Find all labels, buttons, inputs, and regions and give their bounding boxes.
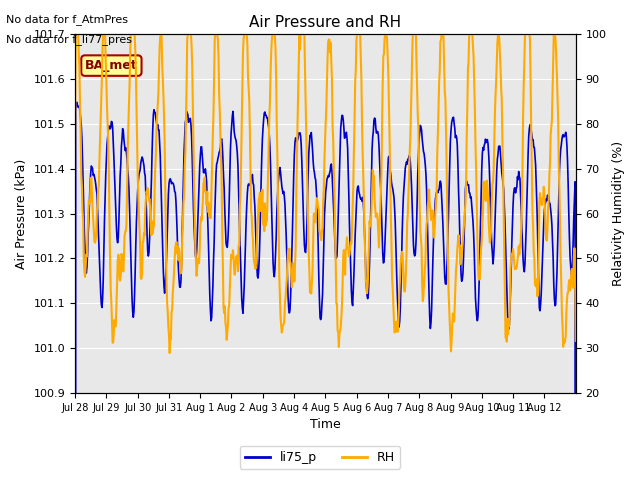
li75_p bbox=[376, 157, 383, 163]
Text: BA_met: BA_met bbox=[85, 59, 138, 72]
Text: No data for f_li77_pres: No data for f_li77_pres bbox=[6, 34, 132, 45]
RH bbox=[364, 290, 371, 296]
Title: Air Pressure and RH: Air Pressure and RH bbox=[250, 15, 401, 30]
Line: li75_p: li75_p bbox=[75, 102, 576, 480]
RH bbox=[376, 207, 384, 213]
RH bbox=[452, 266, 460, 272]
RH bbox=[102, 78, 110, 84]
Line: RH: RH bbox=[75, 34, 576, 353]
li75_p bbox=[363, 284, 371, 289]
RH bbox=[166, 350, 173, 356]
Text: No data for f_AtmPres: No data for f_AtmPres bbox=[6, 14, 129, 25]
li75_p bbox=[503, 287, 511, 293]
Y-axis label: Air Pressure (kPa): Air Pressure (kPa) bbox=[15, 158, 28, 269]
RH bbox=[71, 166, 79, 172]
li75_p bbox=[73, 99, 81, 105]
Y-axis label: Relativity Humidity (%): Relativity Humidity (%) bbox=[612, 141, 625, 286]
RH bbox=[572, 338, 580, 344]
X-axis label: Time: Time bbox=[310, 419, 340, 432]
RH bbox=[72, 31, 79, 37]
li75_p bbox=[452, 135, 460, 141]
li75_p bbox=[102, 156, 110, 162]
RH bbox=[392, 326, 399, 332]
Legend: li75_p, RH: li75_p, RH bbox=[240, 446, 400, 469]
RH bbox=[504, 316, 511, 322]
li75_p bbox=[391, 205, 399, 211]
